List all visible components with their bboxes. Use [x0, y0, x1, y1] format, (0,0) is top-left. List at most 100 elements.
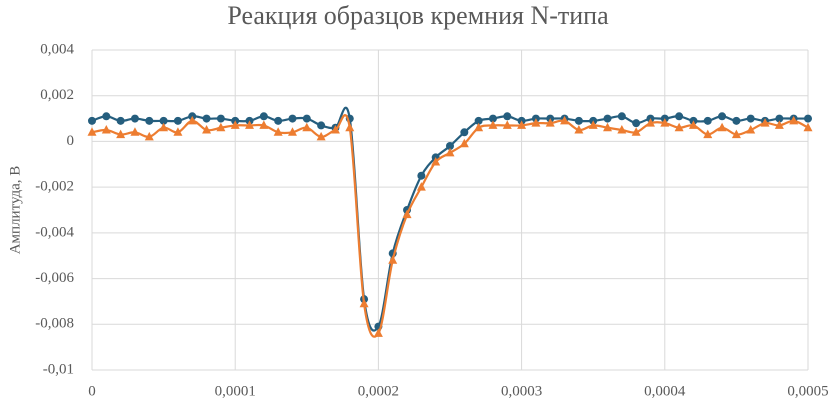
point-marker: [718, 112, 727, 121]
point-marker: [502, 120, 512, 129]
point-marker: [603, 114, 612, 123]
point-marker: [173, 127, 183, 136]
point-marker: [789, 115, 799, 125]
x-tick-label: 0,0004: [644, 383, 686, 399]
point-marker: [144, 131, 154, 141]
point-marker: [345, 122, 355, 132]
y-tick-label: -0,01: [43, 361, 74, 377]
point-marker: [775, 114, 784, 123]
point-marker: [259, 120, 269, 129]
point-marker: [145, 116, 154, 125]
point-marker: [273, 127, 283, 136]
point-marker: [373, 328, 383, 337]
point-marker: [402, 209, 412, 219]
point-marker: [102, 112, 111, 121]
point-marker: [101, 125, 111, 134]
point-marker: [717, 122, 727, 132]
point-marker: [574, 116, 583, 125]
y-tick-label: -0,004: [35, 224, 74, 240]
point-marker: [632, 119, 641, 128]
point-marker: [130, 114, 139, 123]
point-marker: [675, 112, 684, 121]
y-tick-label: 0: [67, 133, 75, 149]
y-tick-label: -0,008: [35, 316, 74, 332]
point-marker: [116, 116, 125, 125]
point-marker: [746, 125, 756, 134]
point-marker: [588, 120, 598, 129]
point-marker: [287, 127, 297, 136]
point-marker: [388, 255, 398, 264]
point-marker: [302, 114, 311, 123]
point-marker: [732, 116, 741, 125]
point-marker: [259, 112, 268, 121]
point-marker: [517, 120, 527, 129]
point-marker: [87, 127, 97, 136]
point-marker: [359, 298, 369, 308]
y-axis-title: Амплитуда, В: [7, 166, 23, 255]
point-marker: [416, 182, 426, 191]
point-marker: [703, 116, 712, 125]
point-marker: [274, 116, 283, 125]
point-marker: [731, 129, 741, 139]
point-marker: [116, 129, 126, 139]
point-marker: [603, 122, 613, 132]
point-marker: [245, 120, 255, 129]
point-marker: [503, 112, 512, 121]
point-marker: [560, 115, 570, 125]
y-tick-label: 0,002: [40, 87, 74, 103]
point-marker: [674, 122, 684, 132]
point-marker: [474, 122, 484, 132]
point-marker: [688, 120, 698, 129]
point-marker: [645, 118, 655, 127]
point-marker: [660, 118, 670, 127]
point-marker: [488, 120, 498, 129]
y-tick-label: -0,006: [35, 270, 74, 286]
point-marker: [130, 127, 140, 136]
point-marker: [703, 129, 713, 139]
point-marker: [302, 122, 312, 132]
series-line: [91, 106, 808, 332]
point-marker: [459, 138, 469, 148]
point-marker: [159, 116, 168, 125]
point-marker: [431, 157, 441, 166]
y-tick-label: -0,002: [35, 179, 74, 195]
chart-title: Реакция образцов кремния N-типа: [227, 1, 609, 30]
point-marker: [216, 122, 226, 132]
point-marker: [531, 118, 541, 127]
point-marker: [545, 118, 555, 127]
point-marker: [474, 116, 483, 125]
y-tick-label: 0,004: [40, 41, 74, 57]
point-marker: [202, 114, 211, 123]
point-marker: [330, 125, 340, 134]
point-marker: [317, 121, 326, 130]
x-tick-label: 0,0001: [215, 383, 256, 399]
point-marker: [804, 114, 812, 123]
point-marker: [88, 116, 96, 125]
point-marker: [460, 128, 469, 137]
point-marker: [202, 125, 212, 134]
point-marker: [445, 147, 455, 157]
point-marker: [631, 127, 641, 136]
point-marker: [316, 131, 326, 141]
series-line: [91, 114, 809, 338]
point-marker: [760, 118, 770, 127]
x-tick-label: 0,0003: [501, 383, 542, 399]
x-tick-label: 0: [88, 383, 96, 399]
point-marker: [746, 114, 755, 123]
point-marker: [574, 125, 584, 134]
point-marker: [488, 114, 497, 123]
point-marker: [288, 114, 297, 123]
point-marker: [617, 112, 626, 121]
point-marker: [173, 116, 182, 125]
point-marker: [159, 122, 169, 132]
point-marker: [417, 171, 426, 180]
x-tick-label: 0,0002: [358, 383, 399, 399]
point-marker: [187, 115, 197, 125]
x-tick-label: 0,0005: [787, 383, 828, 399]
point-marker: [446, 142, 454, 150]
point-marker: [774, 120, 784, 129]
point-marker: [803, 122, 813, 132]
point-marker: [216, 114, 225, 123]
point-marker: [230, 120, 240, 129]
